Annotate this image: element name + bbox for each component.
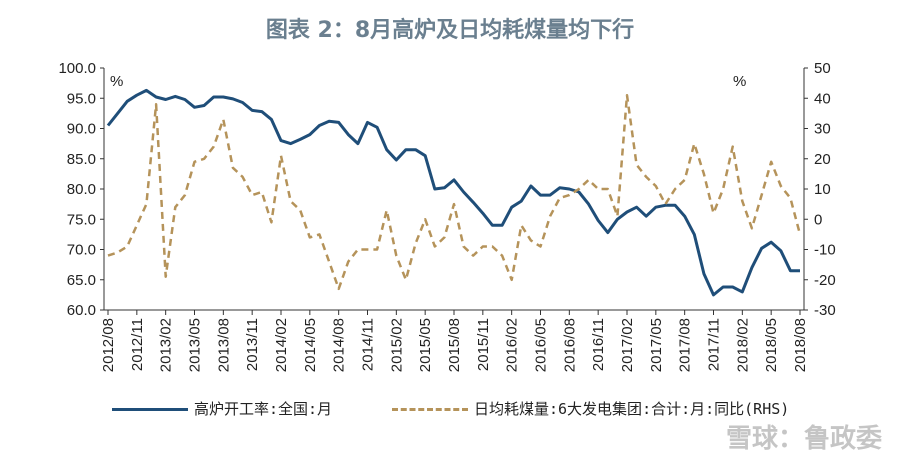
x-tick-label: 2017/08 xyxy=(677,318,694,372)
right-tick-label: 40 xyxy=(814,90,831,107)
right-tick-label: 0 xyxy=(814,211,822,228)
x-tick-label: 2018/02 xyxy=(734,318,751,372)
x-tick-label: 2016/05 xyxy=(533,318,550,372)
right-tick-label: 20 xyxy=(814,151,831,168)
left-tick-label: 70.0 xyxy=(67,242,96,259)
right-tick-label: -30 xyxy=(814,302,836,319)
series-line-coal-consumption xyxy=(107,93,802,291)
x-tick-label: 2013/11 xyxy=(244,318,261,371)
x-tick-label: 2015/08 xyxy=(446,318,463,372)
right-tick-label: -10 xyxy=(814,242,836,259)
chart-title: 图表 2：8月高炉及日均耗煤量均下行 xyxy=(265,18,635,43)
x-tick-label: 2015/02 xyxy=(388,318,405,372)
left-tick-label: 100.0 xyxy=(58,60,96,77)
right-tick-label: 30 xyxy=(814,121,831,138)
legend-label-1: 高炉开工率:全国:月 xyxy=(194,400,333,418)
x-tick-label: 2012/11 xyxy=(129,318,146,371)
x-tick-label: 2013/08 xyxy=(215,318,232,372)
x-tick-label: 2014/11 xyxy=(360,318,377,371)
left-tick-label: 75.0 xyxy=(67,211,96,228)
legend-line-solid xyxy=(112,408,188,411)
legend-line-dashed xyxy=(392,408,468,411)
x-tick-label: 2015/05 xyxy=(417,318,434,372)
x-tick-label: 2016/11 xyxy=(590,318,607,371)
left-tick-label: 65.0 xyxy=(67,272,96,289)
x-tick-label: 2013/05 xyxy=(187,318,204,372)
left-tick-label: 80.0 xyxy=(67,181,96,198)
x-tick-label: 2014/02 xyxy=(273,318,290,372)
x-tick-label: 2015/11 xyxy=(475,318,492,371)
series-line-blast-furnace xyxy=(106,88,800,297)
x-tick-label: 2016/08 xyxy=(561,318,578,372)
legend-item-1: 高炉开工率:全国:月 xyxy=(112,398,332,419)
left-tick-label: 60.0 xyxy=(67,302,96,319)
x-tick-label: 2016/02 xyxy=(504,318,521,372)
right-tick-label: -20 xyxy=(814,272,836,289)
right-axis-unit: % xyxy=(733,73,746,90)
x-tick-label: 2017/05 xyxy=(648,318,665,372)
x-tick-label: 2014/05 xyxy=(302,318,319,372)
x-tick-label: 2012/08 xyxy=(100,318,117,372)
x-tick-label: 2017/02 xyxy=(619,318,636,372)
watermark: 雪球：鲁政委 xyxy=(725,424,882,454)
right-tick-label: 10 xyxy=(814,181,831,198)
x-tick-label: 2014/08 xyxy=(331,318,348,372)
legend-label-2: 日均耗煤量:6大发电集团:合计:月:同比(RHS) xyxy=(474,400,790,418)
left-tick-label: 90.0 xyxy=(67,121,96,138)
x-tick-label: 2018/08 xyxy=(792,318,809,372)
right-tick-label: 50 xyxy=(814,60,831,77)
left-tick-label: 85.0 xyxy=(67,151,96,168)
x-tick-label: 2013/02 xyxy=(158,318,175,372)
left-tick-label: 95.0 xyxy=(67,90,96,107)
x-tick-label: 2017/11 xyxy=(706,318,723,371)
x-tick-label: 2018/05 xyxy=(763,318,780,372)
legend-item-2: 日均耗煤量:6大发电集团:合计:月:同比(RHS) xyxy=(392,398,789,419)
left-axis-unit: % xyxy=(110,73,123,90)
